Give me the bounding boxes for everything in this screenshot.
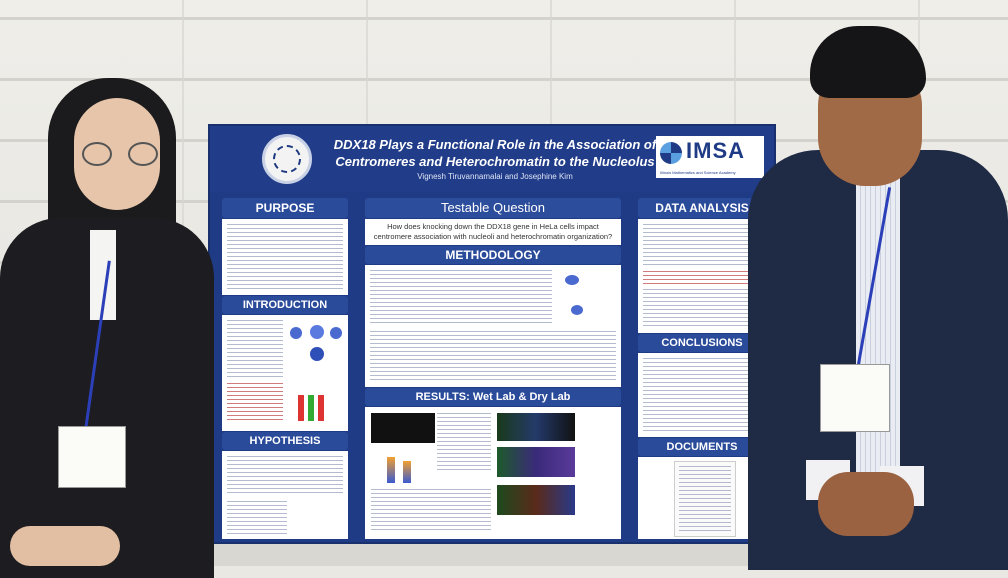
glasses-left-lens <box>82 142 112 166</box>
school-seal-icon <box>262 134 312 184</box>
title-line-1: DDX18 Plays a Functional Role in the Ass… <box>333 137 657 152</box>
name-badge <box>820 364 890 432</box>
data-analysis-body <box>638 219 766 333</box>
methodology-heading: METHODOLOGY <box>365 246 621 264</box>
logo-text: IMSA <box>686 138 745 163</box>
documents-body <box>638 457 766 539</box>
poster-title: DDX18 Plays a Functional Role in the Ass… <box>330 136 660 170</box>
results-body <box>365 407 621 539</box>
bar-chart-figure <box>385 453 425 483</box>
data-analysis-heading: DATA ANALYSIS <box>638 198 766 218</box>
globe-icon <box>660 142 682 164</box>
introduction-body <box>222 315 348 431</box>
conclusions-body <box>638 353 766 437</box>
hands <box>10 526 120 566</box>
title-line-2: Centromeres and Heterochromatin to the N… <box>335 154 655 169</box>
hair <box>810 26 926 98</box>
testable-question-heading: Testable Question <box>365 198 621 218</box>
research-poster: DDX18 Plays a Functional Role in the Ass… <box>208 124 776 544</box>
poster-authors: Vignesh Tiruvannamalai and Josephine Kim <box>417 172 573 181</box>
results-heading: RESULTS: Wet Lab & Dry Lab <box>365 388 621 406</box>
document-page <box>674 461 736 537</box>
methodology-body <box>365 265 621 387</box>
imsa-logo: IMSA Illinois Mathematics and Science Ac… <box>656 136 764 178</box>
hypothesis-heading: HYPOTHESIS <box>222 432 348 450</box>
purpose-body <box>222 219 348 295</box>
introduction-heading: INTRODUCTION <box>222 296 348 314</box>
conclusions-heading: CONCLUSIONS <box>638 334 766 352</box>
microscopy-grid-2 <box>497 413 575 441</box>
student-left <box>0 0 214 578</box>
testable-question-body: How does knocking down the DDX18 gene in… <box>365 219 621 245</box>
hypothesis-body <box>222 451 348 539</box>
microscopy-grid-3 <box>497 447 575 477</box>
documents-heading: DOCUMENTS <box>638 438 766 456</box>
logo-subtitle: Illinois Mathematics and Science Academy <box>660 170 736 175</box>
purpose-heading: PURPOSE <box>222 198 348 218</box>
clasped-hands <box>818 472 914 536</box>
name-badge <box>58 426 126 488</box>
testable-question-text: How does knocking down the DDX18 gene in… <box>373 222 613 241</box>
poster-header: DDX18 Plays a Functional Role in the Ass… <box>210 126 774 192</box>
microscopy-grid-4 <box>497 485 575 515</box>
microscopy-grid-1 <box>371 413 435 443</box>
glasses-right-lens <box>128 142 158 166</box>
